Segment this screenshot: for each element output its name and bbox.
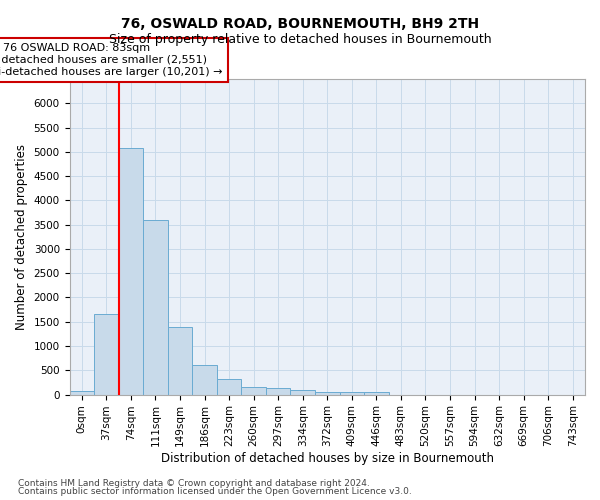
- Bar: [94, 314, 119, 394]
- Bar: [168, 327, 192, 394]
- Text: Size of property relative to detached houses in Bournemouth: Size of property relative to detached ho…: [109, 32, 491, 46]
- Text: Contains HM Land Registry data © Crown copyright and database right 2024.: Contains HM Land Registry data © Crown c…: [18, 478, 370, 488]
- Y-axis label: Number of detached properties: Number of detached properties: [15, 144, 28, 330]
- Bar: [143, 220, 168, 394]
- Bar: [119, 148, 143, 394]
- Bar: [364, 392, 389, 394]
- Text: Contains public sector information licensed under the Open Government Licence v3: Contains public sector information licen…: [18, 487, 412, 496]
- X-axis label: Distribution of detached houses by size in Bournemouth: Distribution of detached houses by size …: [161, 452, 494, 465]
- Text: 76, OSWALD ROAD, BOURNEMOUTH, BH9 2TH: 76, OSWALD ROAD, BOURNEMOUTH, BH9 2TH: [121, 18, 479, 32]
- Bar: [290, 390, 315, 394]
- Text: 76 OSWALD ROAD: 83sqm
← 20% of detached houses are smaller (2,551)
79% of semi-d: 76 OSWALD ROAD: 83sqm ← 20% of detached …: [0, 44, 222, 76]
- Bar: [192, 365, 217, 394]
- Bar: [340, 392, 364, 394]
- Bar: [217, 380, 241, 394]
- Bar: [266, 388, 290, 394]
- Bar: [315, 392, 340, 394]
- Bar: [241, 387, 266, 394]
- Bar: [70, 391, 94, 394]
